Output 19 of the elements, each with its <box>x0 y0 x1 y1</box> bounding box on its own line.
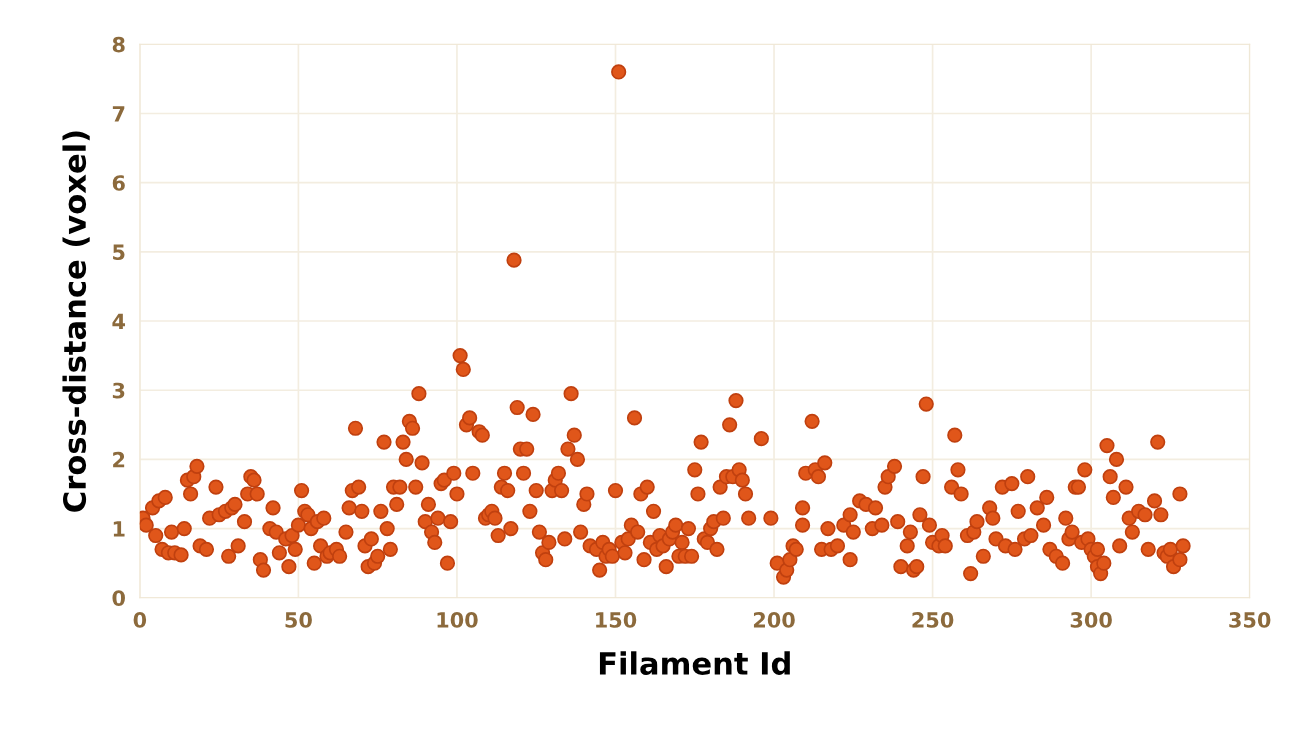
y-tick-label: 1 <box>113 521 125 537</box>
x-tick-label: 300 <box>1070 612 1112 628</box>
y-axis-title: Cross-distance (voxel) <box>62 131 90 512</box>
x-tick-label: 200 <box>753 612 795 628</box>
x-tick-label: 100 <box>437 612 478 628</box>
y-tick-label: 4 <box>112 313 126 329</box>
x-axis-title: Filament Id <box>599 651 790 675</box>
y-tick-label: 2 <box>113 451 125 468</box>
x-tick-label: 0 <box>133 612 147 628</box>
y-tick-label: 7 <box>112 106 125 122</box>
y-tick-label: 8 <box>112 36 125 53</box>
y-tick-label: 3 <box>112 382 125 399</box>
x-tick-label: 250 <box>912 612 954 628</box>
x-tick-label: 50 <box>285 612 312 628</box>
y-tick-label: 0 <box>112 590 125 606</box>
x-tick-label: 350 <box>1229 612 1271 628</box>
y-tick-label: 5 <box>113 244 125 261</box>
x-tick-label: 150 <box>596 612 637 628</box>
y-tick-label: 6 <box>112 175 125 191</box>
